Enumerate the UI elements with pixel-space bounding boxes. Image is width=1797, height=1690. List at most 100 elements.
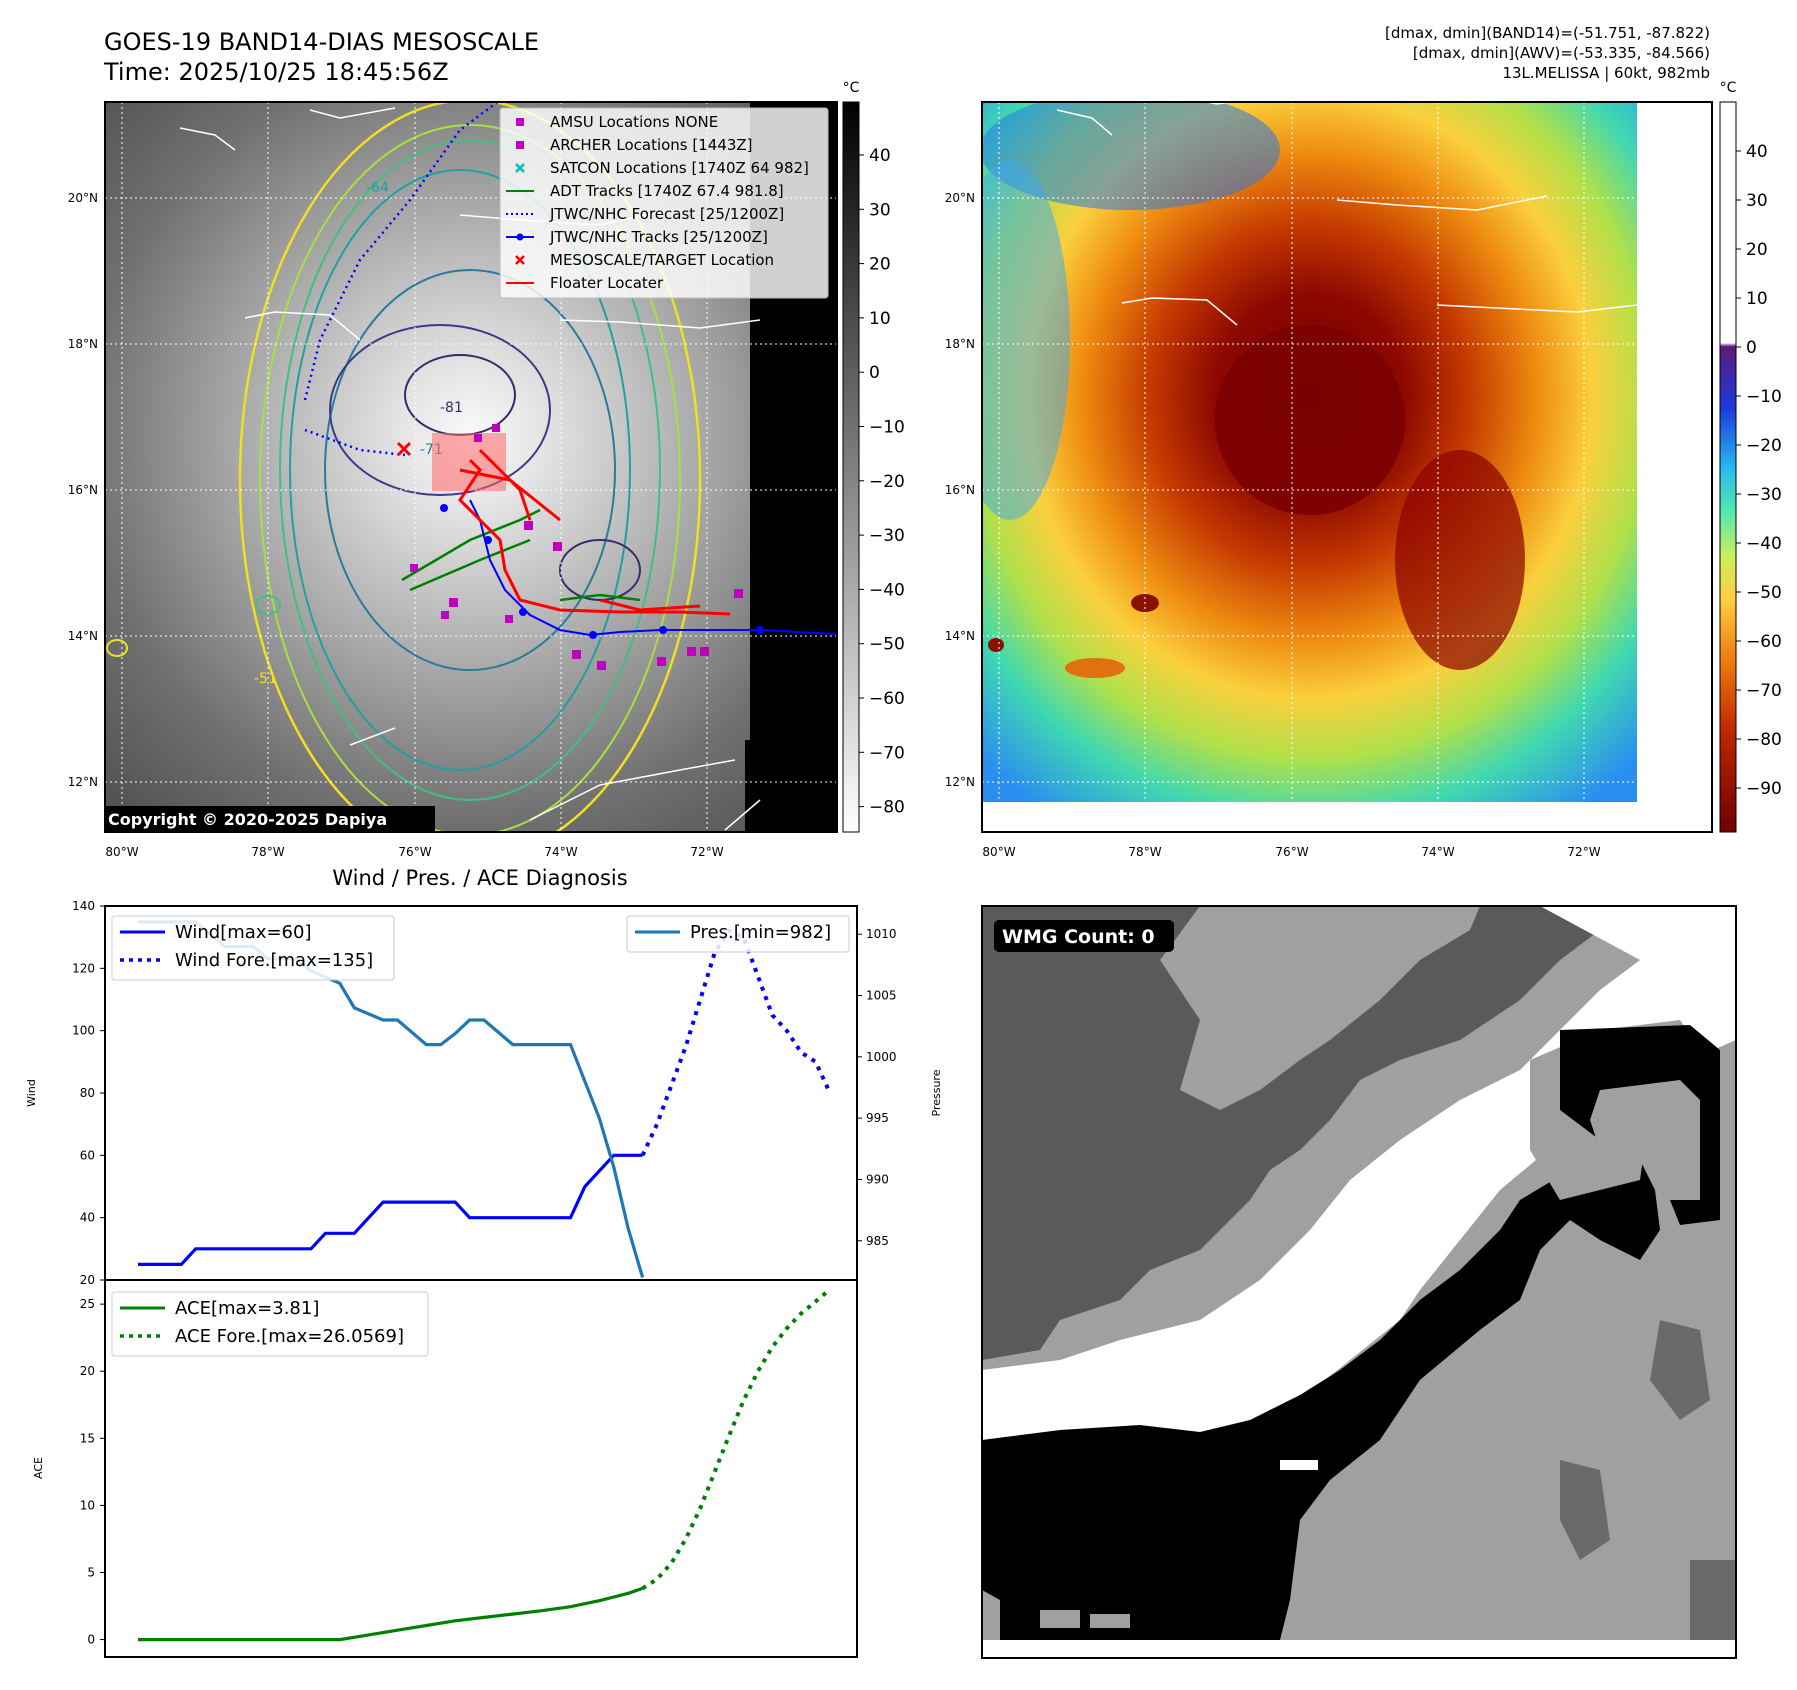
awv-coastlines — [1056, 102, 1638, 326]
legend-label: SATCON Locations [1740Z 64 982] — [550, 159, 809, 177]
wmg-white-band — [982, 906, 1736, 1480]
awv-frame — [981, 101, 1713, 833]
title-line2: Time: 2025/10/25 18:45:56Z — [103, 58, 449, 86]
contour-lime — [259, 124, 681, 832]
wmg-gray-patch-2 — [1590, 1080, 1700, 1200]
wmg-bottom-specks — [982, 1590, 1130, 1640]
legend-label: AMSU Locations NONE — [550, 113, 718, 131]
info-line2: [dmax, dmin](AWV)=(-53.335, -84.566) — [1413, 44, 1710, 62]
colorbar-awv — [1719, 101, 1737, 833]
legend-box — [499, 107, 829, 299]
ir-lon-label: 78°W — [251, 845, 284, 859]
pres-legend: Pres.[min=982] — [626, 915, 850, 953]
colorbar-tick-label: 0 — [869, 363, 880, 383]
awv-dry-region-2 — [982, 160, 1070, 520]
awv-image-group — [982, 102, 1712, 832]
colorbar-tick-label: 20 — [869, 255, 891, 275]
contour-islet-2 — [106, 639, 128, 657]
legend-label: JTWC/NHC Tracks [25/1200Z] — [549, 228, 768, 246]
colorbar-tick-label: 40 — [1746, 142, 1768, 162]
contour-yellow — [238, 102, 702, 832]
ace-ytick-label: 0 — [87, 1633, 95, 1647]
colorbar-tick-label: −40 — [869, 580, 905, 600]
legend-swatch — [515, 163, 525, 173]
awv-lat-labels: 20°N 18°N 16°N 14°N 12°N — [945, 191, 975, 789]
adt-tracks — [401, 508, 641, 602]
ir-lat-labels: 20°N 18°N 16°N 14°N 12°N — [68, 191, 98, 789]
ace-legend: ACE[max=3.81] ACE Fore.[max=26.0569] — [111, 1291, 429, 1357]
awv-lat-label: 12°N — [945, 775, 975, 789]
pressure-ylabel: Pressure — [930, 1069, 943, 1116]
ace-ytick-label: 10 — [80, 1498, 95, 1512]
wind-line — [138, 1153, 643, 1266]
pressure-ytick-label: 1005 — [866, 989, 897, 1003]
contour-blue — [324, 269, 616, 671]
diagnosis-panel: Wind / Pres. / ACE Diagnosis Wind Pressu… — [25, 866, 943, 1658]
ace-legend-label: ACE[max=3.81] — [175, 1298, 319, 1319]
colorbar-awv-ticks: 40 30 20 10 0 −10 −20 −30 −40 −50 −60 −70 −80 −90 — [1736, 142, 1782, 799]
ace-series — [138, 1287, 832, 1642]
copyright: Copyright © 2020-2025 Dapiya — [108, 810, 387, 829]
pressure-ytick-label: 985 — [866, 1234, 889, 1248]
info-line1: [dmax, dmin](BAND14)=(-51.751, -87.822) — [1385, 24, 1710, 42]
awv-lat-label: 16°N — [945, 483, 975, 497]
windfore-legend-label: Wind Fore.[max=135] — [175, 950, 373, 971]
ir-lon-label: 76°W — [398, 845, 431, 859]
colorbar-tick-label: 0 — [1746, 338, 1757, 358]
contour-label-4: -64 — [366, 180, 389, 196]
ace-axis: 0 5 10 15 20 25 — [80, 1297, 105, 1647]
colorbar-tick-label: 20 — [1746, 240, 1768, 260]
awv-lon-labels: 80°W 78°W 76°W 74°W 72°W — [982, 845, 1600, 859]
target-marker — [396, 441, 412, 457]
colorbar-tick-label: −70 — [869, 743, 905, 763]
ace-line — [138, 1586, 644, 1642]
ir-legend: AMSU Locations NONE ARCHER Locations [144… — [499, 107, 829, 299]
pressure-ytick-label: 990 — [866, 1172, 889, 1186]
contour-indigo — [329, 324, 551, 496]
forecast-track-2 — [304, 428, 406, 457]
wind-ytick-label: 20 — [80, 1273, 95, 1287]
wind-ytick-label: 120 — [72, 961, 95, 975]
colorbar-tick-label: −50 — [869, 635, 905, 655]
colorbar-tick-label: −60 — [869, 689, 905, 709]
legend-label: JTWC/NHC Forecast [25/1200Z] — [549, 205, 784, 223]
title-line1: GOES-19 BAND14-DIAS MESOSCALE — [104, 28, 539, 56]
pres-legend-box — [626, 915, 850, 953]
colorbar-tick-label: −80 — [869, 798, 905, 818]
wind-legend: Wind[max=60] Wind Fore.[max=135] — [111, 915, 395, 981]
colorbar-tick-label: −80 — [1746, 730, 1782, 750]
wind-ytick-label: 60 — [80, 1148, 95, 1162]
wind-ylabel: Wind — [25, 1079, 38, 1107]
colorbar-tick-label: 40 — [869, 146, 891, 166]
colorbar-ir-ticks: 40 30 20 10 0 −10 −20 −30 −40 −50 −60 −70 −80 — [859, 146, 905, 818]
legend-label: MESOSCALE/TARGET Location — [550, 251, 774, 269]
contour-label-3: -51 — [254, 671, 277, 687]
colorbar-tick-label: 30 — [1746, 191, 1768, 211]
colorbar-tick-label: −30 — [869, 526, 905, 546]
ace-ytick-label: 20 — [80, 1364, 95, 1378]
colorbar-tick-label: −30 — [1746, 485, 1782, 505]
ace-ytick-label: 25 — [80, 1297, 95, 1311]
wmg-mid-region — [1160, 906, 1480, 1110]
awv-map-panel: °C 403020100−10−20−30−40−50−60−70−80−90 … — [945, 80, 1782, 859]
colorbar-tick-label: −40 — [1746, 534, 1782, 554]
archer-markers — [410, 424, 743, 670]
pressure-ytick-label: 1000 — [866, 1050, 897, 1064]
pressure-axis: 985 990 995 1000 1005 1010 — [857, 927, 897, 1248]
wmg-black-region — [982, 1140, 1660, 1640]
colorbar-tick-label: −90 — [1746, 779, 1782, 799]
awv-lon-label: 80°W — [982, 845, 1015, 859]
awv-lat-label: 20°N — [945, 191, 975, 205]
legend-swatch — [515, 255, 525, 265]
wind-axis: 20 40 60 80 100 120 140 — [72, 899, 105, 1287]
wmg-count-label: WMG Count: 0 — [1002, 926, 1155, 948]
ace-plot-frame — [104, 1279, 858, 1658]
ace-ylabel: ACE — [32, 1457, 45, 1479]
jtwc-tracks — [469, 499, 837, 637]
wmg-lower-gray — [1290, 1260, 1736, 1658]
ir-lat-label: 20°N — [68, 191, 98, 205]
floater-box — [432, 433, 506, 491]
ir-lon-labels: 80°W 78°W 76°W 74°W 72°W — [105, 845, 723, 859]
wmg-bottom-strip — [982, 1640, 1736, 1658]
wmg-dark-region — [982, 906, 1640, 1360]
